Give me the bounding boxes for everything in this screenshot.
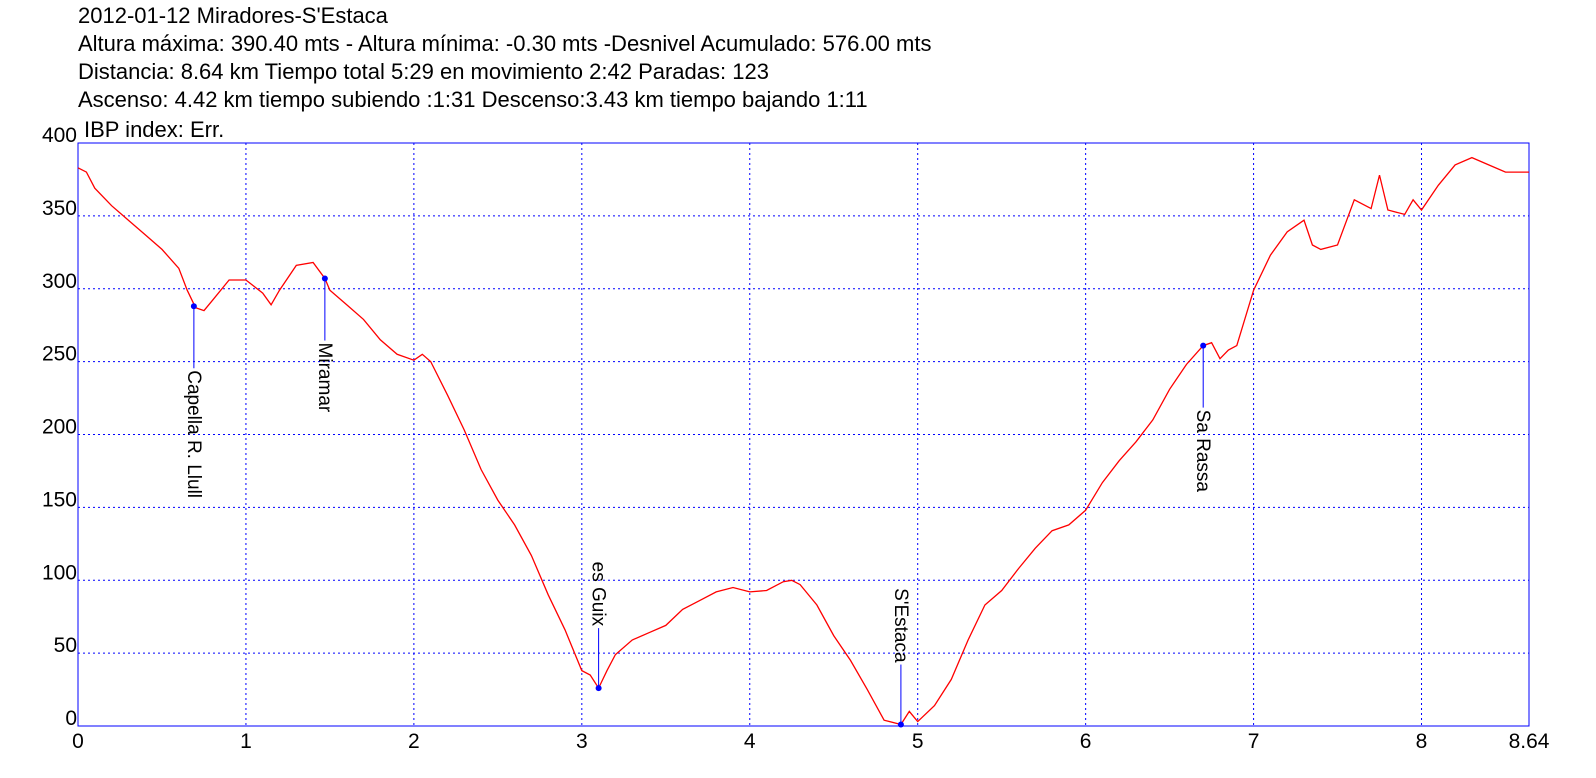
x-tick-label: 8 bbox=[1416, 730, 1428, 753]
y-tick-label: 250 bbox=[42, 343, 77, 366]
waypoint-label: S'Estaca bbox=[890, 588, 911, 663]
x-tick-label: 8.64 bbox=[1509, 730, 1550, 753]
x-tick-label: 0 bbox=[72, 730, 84, 753]
waypoint-marker bbox=[190, 303, 197, 310]
waypoint-label: Sa Rassa bbox=[1192, 410, 1213, 493]
waypoint-label: es Guix bbox=[588, 562, 609, 627]
waypoint-marker bbox=[321, 275, 328, 282]
y-tick-label: 200 bbox=[42, 416, 77, 439]
x-tick-label: 4 bbox=[744, 730, 756, 753]
waypoint-label: Capella R. Llull bbox=[183, 370, 204, 498]
header-line: Altura máxima: 390.40 mts - Altura mínim… bbox=[78, 31, 931, 56]
y-tick-label: 50 bbox=[54, 634, 77, 657]
y-tick-label: 0 bbox=[65, 707, 77, 730]
x-tick-label: 6 bbox=[1080, 730, 1092, 753]
y-tick-label: 400 bbox=[42, 124, 77, 147]
y-tick-label: 300 bbox=[42, 270, 77, 293]
chart-title: 2012-01-12 Miradores-S'Estaca bbox=[78, 3, 389, 28]
y-tick-label: 350 bbox=[42, 197, 77, 220]
plot-frame bbox=[77, 142, 1530, 727]
y-tick-label: 100 bbox=[42, 561, 77, 584]
waypoint-label: Miramar bbox=[314, 343, 335, 413]
y-tick-label: 150 bbox=[42, 488, 77, 511]
waypoint-marker bbox=[595, 685, 602, 692]
x-tick-label: 1 bbox=[240, 730, 252, 753]
header-line: IBP index: Err. bbox=[84, 117, 224, 142]
x-tick-label: 5 bbox=[912, 730, 924, 753]
header-line: Ascenso: 4.42 km tiempo subiendo :1:31 D… bbox=[78, 87, 868, 112]
waypoint-marker bbox=[1200, 342, 1207, 349]
x-tick-label: 3 bbox=[576, 730, 588, 753]
elevation-line bbox=[77, 156, 1529, 726]
x-tick-label: 7 bbox=[1248, 730, 1260, 753]
header-line: Distancia: 8.64 km Tiempo total 5:29 en … bbox=[78, 59, 769, 84]
x-tick-label: 2 bbox=[408, 730, 420, 753]
waypoint-marker bbox=[897, 721, 904, 728]
